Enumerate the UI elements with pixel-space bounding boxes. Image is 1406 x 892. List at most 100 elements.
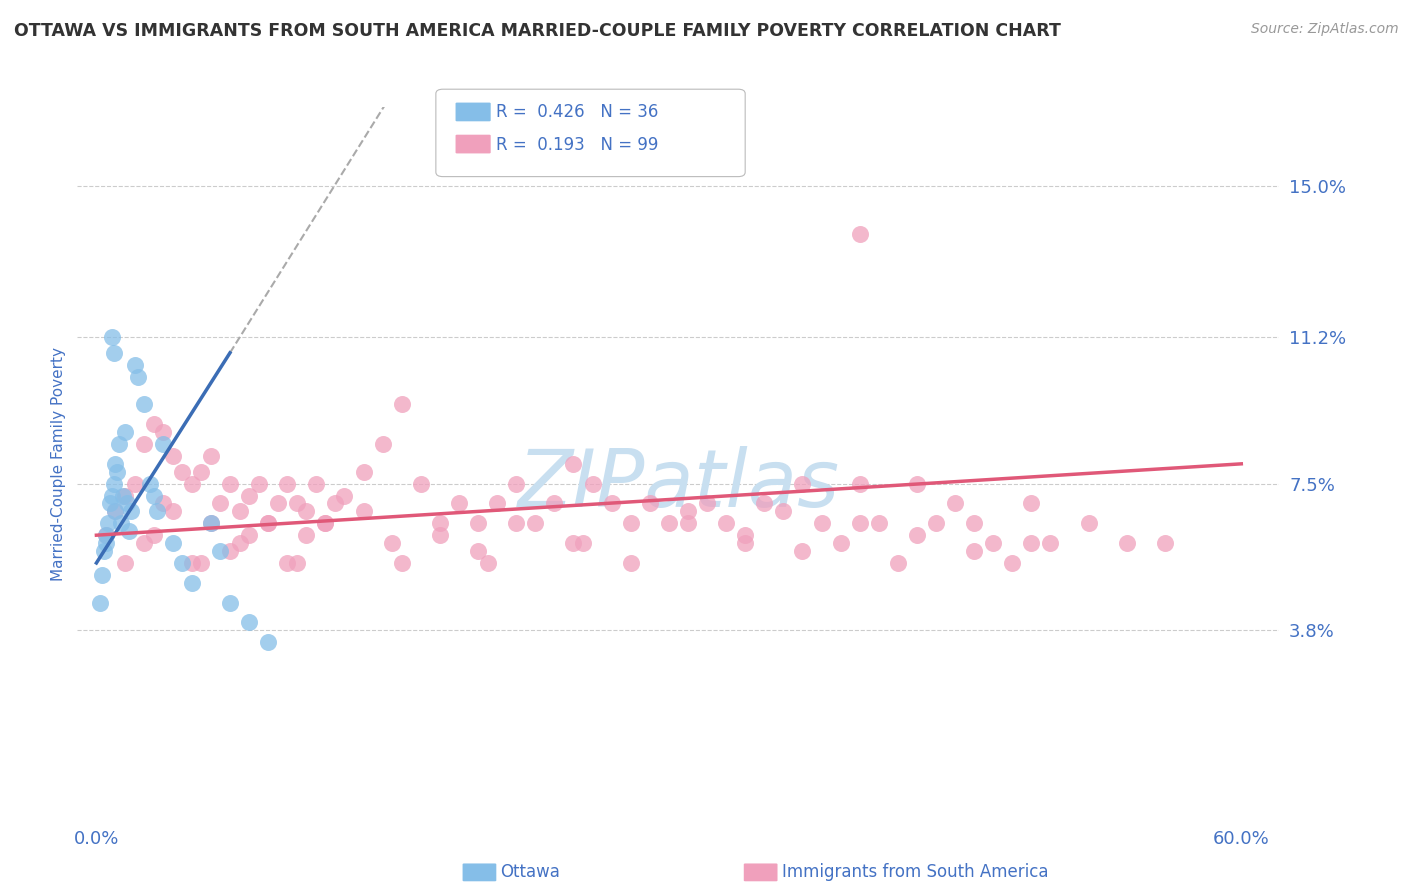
Point <box>94 528 117 542</box>
Point <box>103 346 125 360</box>
Point <box>981 536 1004 550</box>
Point <box>581 476 603 491</box>
Point <box>391 556 413 570</box>
Point <box>830 536 852 550</box>
Point <box>381 536 404 550</box>
Point <box>792 476 814 491</box>
Point <box>1001 556 1024 570</box>
Point <box>108 437 131 451</box>
Point <box>676 516 699 531</box>
Point <box>505 476 527 491</box>
Point <box>353 465 375 479</box>
Point <box>162 536 184 550</box>
Point <box>658 516 681 531</box>
Point <box>1039 536 1062 550</box>
Point <box>152 437 174 451</box>
Point <box>467 516 489 531</box>
Point <box>219 596 242 610</box>
Point <box>620 516 643 531</box>
Point <box>887 556 910 570</box>
Text: Immigrants from South America: Immigrants from South America <box>782 863 1049 881</box>
Point <box>447 496 470 510</box>
Point <box>638 496 661 510</box>
Point <box>734 536 756 550</box>
Point <box>89 596 111 610</box>
Point <box>963 544 986 558</box>
Point <box>285 496 308 510</box>
Point <box>276 476 298 491</box>
Point <box>285 556 308 570</box>
Point <box>477 556 499 570</box>
Point <box>1021 536 1043 550</box>
Point <box>190 556 212 570</box>
Point <box>139 476 162 491</box>
Point <box>124 358 146 372</box>
Point <box>97 516 120 531</box>
Point <box>107 465 129 479</box>
Point <box>295 528 318 542</box>
Point <box>1154 536 1177 550</box>
Text: ZIPatlas: ZIPatlas <box>517 446 839 524</box>
Point <box>132 397 156 411</box>
Point <box>228 536 250 550</box>
Text: OTTAWA VS IMMIGRANTS FROM SOUTH AMERICA MARRIED-COUPLE FAMILY POVERTY CORRELATIO: OTTAWA VS IMMIGRANTS FROM SOUTH AMERICA … <box>14 22 1062 40</box>
Point <box>848 227 870 241</box>
Point <box>132 437 156 451</box>
Point <box>1021 496 1043 510</box>
Point <box>103 476 125 491</box>
Text: R =  0.426   N = 36: R = 0.426 N = 36 <box>496 103 658 121</box>
Point <box>524 516 547 531</box>
Point <box>219 476 242 491</box>
Point <box>127 369 149 384</box>
Point <box>142 417 165 432</box>
Point <box>714 516 737 531</box>
Point <box>353 504 375 518</box>
Point <box>100 489 122 503</box>
Point <box>792 544 814 558</box>
Y-axis label: Married-Couple Family Poverty: Married-Couple Family Poverty <box>51 347 66 581</box>
Point <box>180 556 202 570</box>
Point <box>429 528 451 542</box>
Point <box>162 504 184 518</box>
Point <box>905 476 928 491</box>
Point <box>409 476 432 491</box>
Point <box>114 556 136 570</box>
Point <box>112 489 135 503</box>
Point <box>429 516 451 531</box>
Point <box>486 496 509 510</box>
Point <box>228 504 250 518</box>
Point <box>276 556 298 570</box>
Point <box>810 516 832 531</box>
Point <box>180 476 202 491</box>
Point <box>247 476 270 491</box>
Point <box>314 516 336 531</box>
Point <box>98 496 121 510</box>
Point <box>467 544 489 558</box>
Point <box>754 496 776 510</box>
Point <box>200 449 222 463</box>
Point <box>295 504 318 518</box>
Point <box>200 516 222 531</box>
Point <box>238 528 260 542</box>
Point <box>124 476 146 491</box>
Point <box>162 449 184 463</box>
Point <box>676 504 699 518</box>
Point <box>209 496 232 510</box>
Point <box>132 536 156 550</box>
Point <box>772 504 794 518</box>
Text: Ottawa: Ottawa <box>501 863 561 881</box>
Point <box>180 575 202 590</box>
Point <box>94 536 117 550</box>
Point <box>172 465 194 479</box>
Point <box>562 536 585 550</box>
Point <box>696 496 718 510</box>
Point <box>118 524 141 539</box>
Point <box>104 504 127 518</box>
Point <box>848 516 870 531</box>
Point <box>314 516 336 531</box>
Point <box>104 504 127 518</box>
Point <box>943 496 966 510</box>
Point <box>110 516 132 531</box>
Point <box>238 489 260 503</box>
Point <box>305 476 328 491</box>
